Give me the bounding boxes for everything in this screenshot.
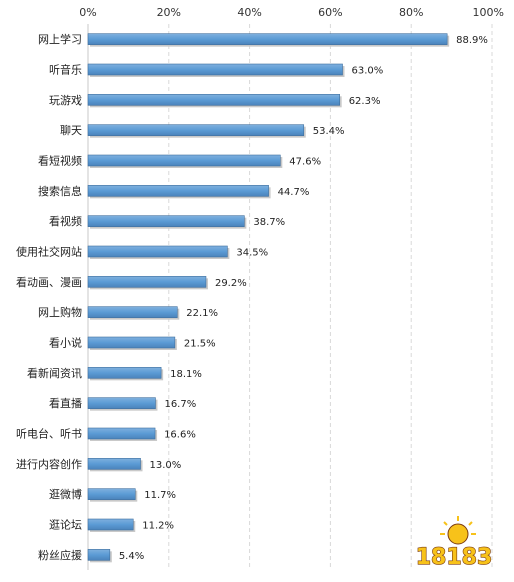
bar — [87, 185, 269, 197]
value-label: 13.0% — [150, 460, 182, 471]
category-label: 网上购物 — [38, 305, 82, 319]
value-label: 21.5% — [184, 339, 216, 350]
value-label: 88.9% — [456, 35, 488, 46]
category-label: 听电台、听书 — [16, 427, 82, 441]
bar — [87, 458, 141, 470]
bar — [87, 63, 343, 76]
value-label: 38.7% — [253, 217, 285, 228]
value-label: 11.2% — [142, 521, 174, 532]
value-label: 16.6% — [164, 430, 196, 441]
value-label: 5.4% — [119, 551, 144, 562]
category-label: 搜索信息 — [38, 184, 82, 198]
bar — [87, 94, 340, 106]
bar — [87, 427, 156, 440]
bar — [87, 518, 134, 531]
category-label: 看动画、漫画 — [16, 275, 82, 289]
bar — [87, 124, 305, 136]
bar — [87, 549, 111, 561]
category-label: 聊天 — [60, 123, 82, 137]
x-tick-label: 80% — [399, 6, 423, 19]
x-tick-label: 60% — [318, 6, 342, 19]
value-label: 34.5% — [236, 248, 268, 259]
x-axis-ticks: 0% 20% 40% 60% 80% 100% — [79, 6, 504, 19]
value-label: 18.1% — [170, 369, 202, 380]
category-label: 逛微博 — [49, 487, 82, 501]
value-label: 11.7% — [144, 490, 176, 501]
bar — [87, 397, 156, 409]
x-tick-label: 100% — [473, 6, 504, 19]
value-label: 22.1% — [186, 308, 218, 319]
category-label: 看小说 — [49, 336, 82, 350]
category-label: 看直播 — [49, 396, 82, 410]
value-label: 44.7% — [278, 187, 310, 198]
bar — [87, 33, 448, 45]
value-label: 29.2% — [215, 278, 247, 289]
bar — [87, 367, 162, 379]
value-label: 16.7% — [164, 399, 196, 410]
gridlines — [87, 24, 493, 570]
category-label: 玩游戏 — [49, 94, 82, 107]
bar — [87, 306, 178, 318]
value-labels: 88.9% 63.0% 62.3% 53.4% 47.6% 44.7% 38.7% 34.5%… — [119, 35, 488, 562]
bar — [87, 336, 176, 349]
x-tick-label: 20% — [157, 6, 181, 19]
category-label: 看短视频 — [38, 154, 82, 168]
category-labels: 网上学习听音乐玩游戏聊天看短视频搜索信息看视频使用社交网站看动画、漫画网上购物看… — [16, 32, 82, 562]
x-tick-label: 40% — [237, 6, 261, 19]
bar — [87, 154, 281, 167]
category-label: 听音乐 — [49, 63, 82, 77]
bar — [87, 276, 207, 288]
watermark-text: 18183 — [416, 545, 493, 570]
x-tick-label: 0% — [79, 6, 96, 19]
category-label: 看新闻资讯 — [27, 366, 82, 380]
bar — [87, 215, 245, 227]
bar — [87, 245, 228, 258]
category-label: 逛论坛 — [49, 518, 82, 532]
category-label: 使用社交网站 — [16, 245, 82, 259]
value-label: 63.0% — [352, 66, 384, 77]
category-label: 进行内容创作 — [16, 457, 82, 471]
value-label: 53.4% — [313, 126, 345, 137]
bars — [87, 33, 450, 563]
watermark-logo: 18183 — [415, 516, 493, 571]
value-label: 47.6% — [289, 157, 321, 168]
category-label: 网上学习 — [38, 32, 82, 46]
value-label: 62.3% — [349, 96, 381, 107]
category-label: 粉丝应援 — [38, 548, 82, 562]
bar — [87, 488, 136, 500]
category-label: 看视频 — [49, 214, 82, 228]
